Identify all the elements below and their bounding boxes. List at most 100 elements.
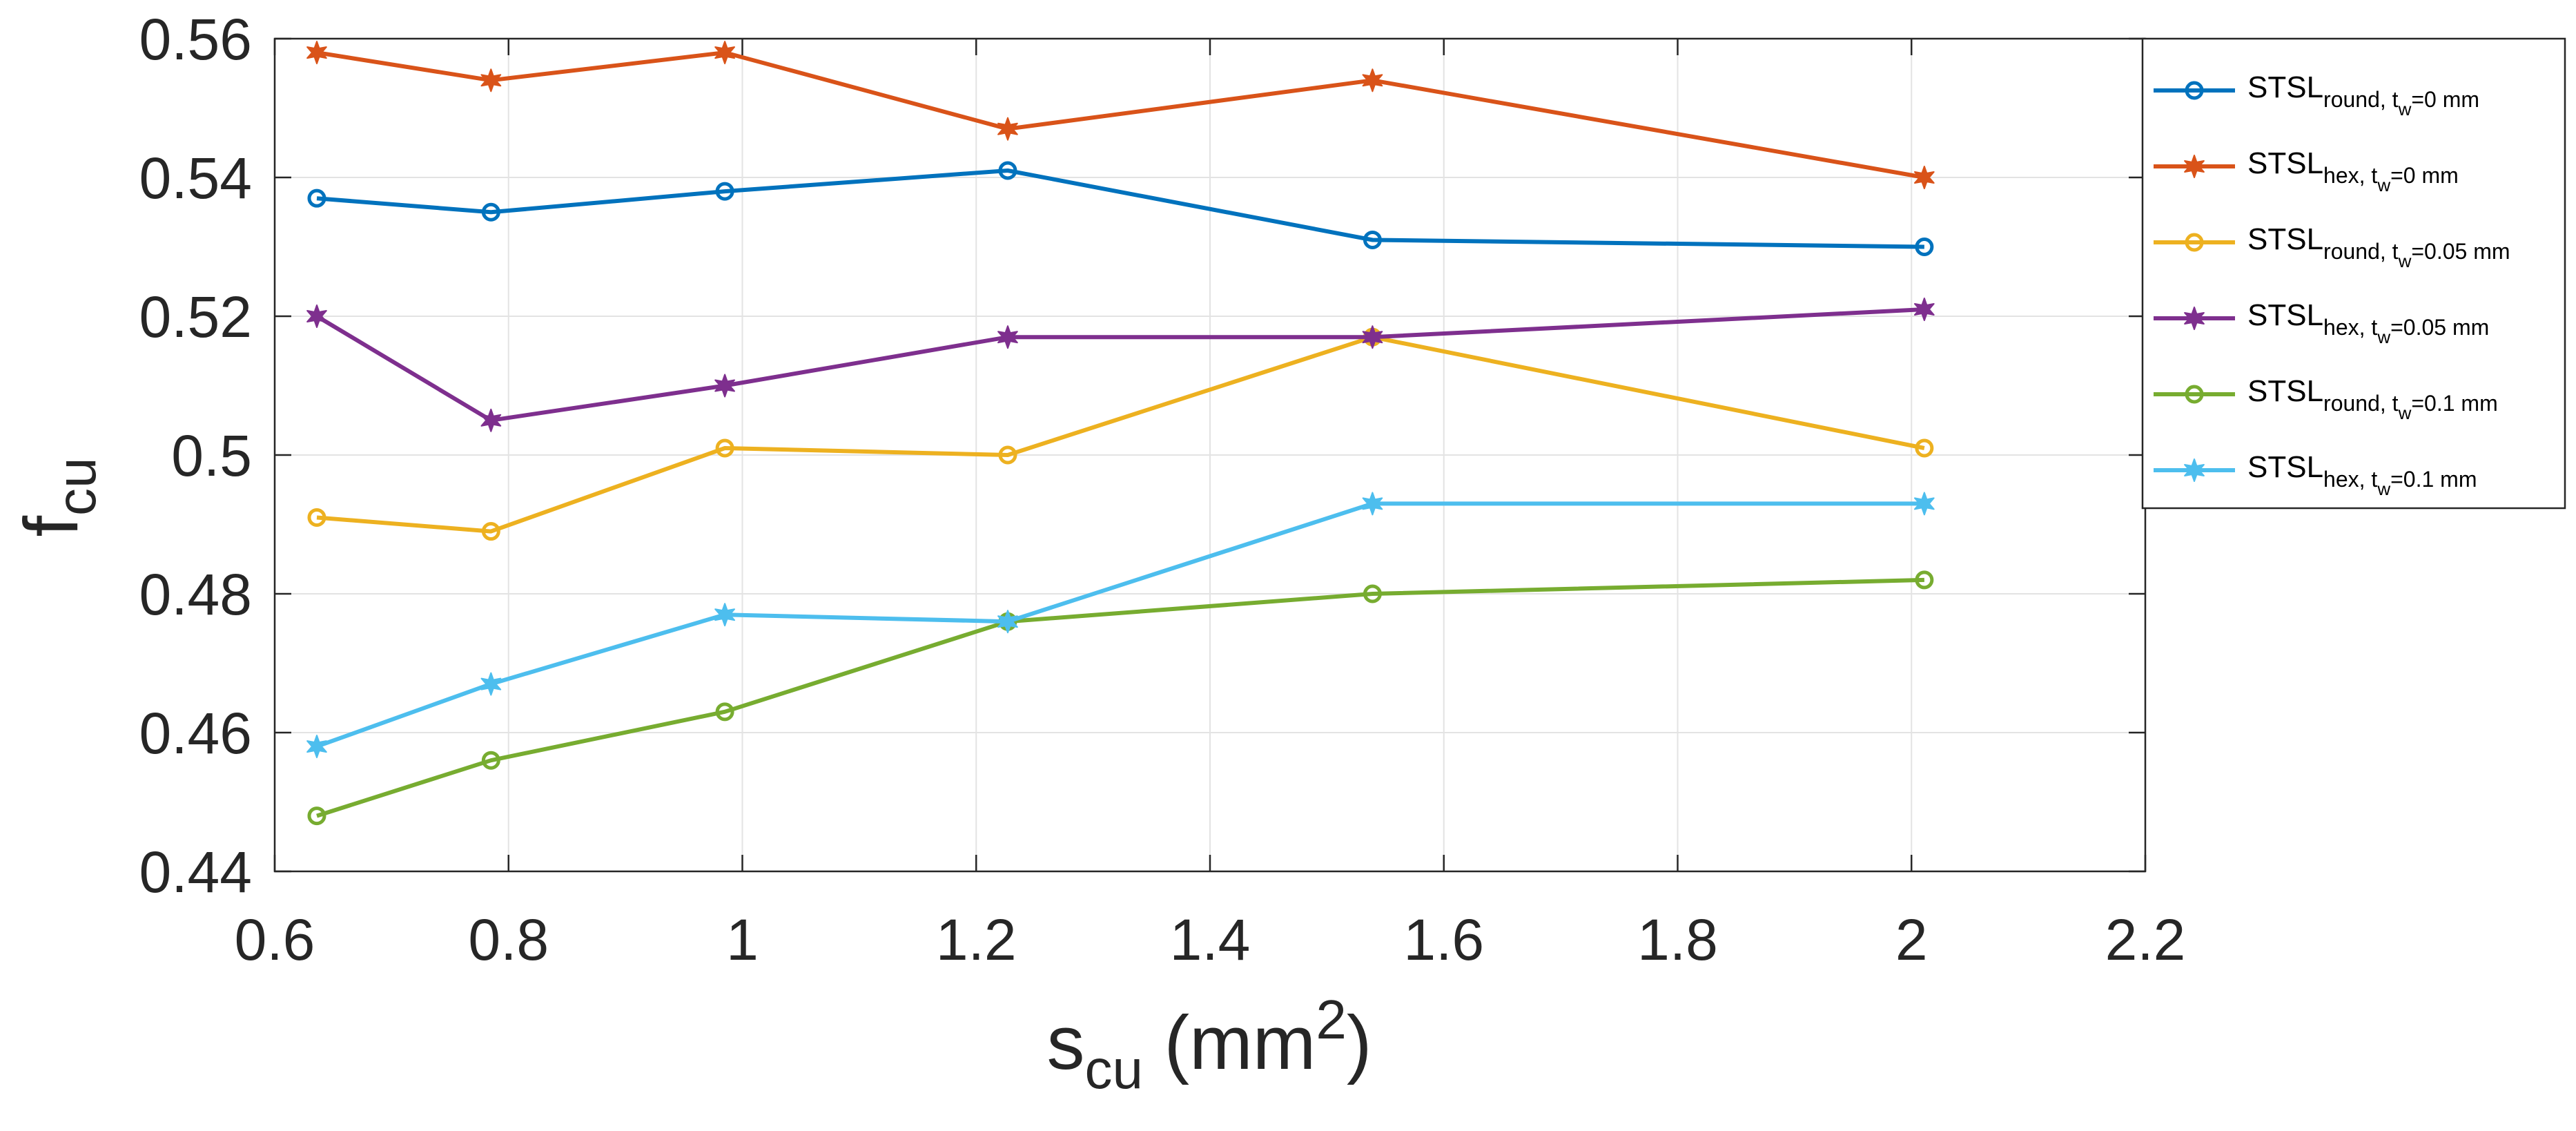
legend-label-tail: =0 mm	[2390, 163, 2459, 188]
data-point	[1362, 492, 1383, 516]
x-tick-label: 0.8	[468, 907, 549, 972]
data-point	[997, 325, 1018, 349]
data-point	[714, 603, 735, 627]
y-tick-label: 0.56	[139, 7, 253, 72]
series-line	[316, 577, 1924, 818]
y-tick-label: 0.52	[139, 284, 253, 349]
legend-swatch-marker	[2185, 385, 2204, 404]
data-point	[998, 161, 1017, 180]
legend-item-2: STSLhex, tw=0 mm	[2154, 146, 2459, 195]
legend-label: STSLhex, tw=0.05 mm	[2247, 298, 2489, 347]
legend-label: STSLround, tw=0 mm	[2247, 70, 2479, 119]
legend-label-tail: =0.1 mm	[2390, 467, 2477, 492]
legend-item-3: STSLround, tw=0.05 mm	[2154, 222, 2510, 271]
data-point	[714, 374, 735, 398]
series-line	[316, 335, 1925, 534]
y-tick-label: 0.44	[139, 840, 253, 905]
y-tick-label: 0.54	[139, 146, 253, 211]
legend-label-sub: round, t	[2323, 391, 2399, 416]
y-axis-title-base: f	[9, 516, 94, 537]
y-tick-label: 0.46	[139, 701, 253, 766]
legend-label-base: STSL	[2247, 374, 2323, 408]
legend-label-tail: =0.1 mm	[2411, 391, 2497, 416]
data-point	[1915, 238, 1934, 256]
series-line	[315, 307, 1925, 423]
x-tick-label: 2.2	[2105, 907, 2186, 972]
legend-label-subsub: w	[2377, 175, 2390, 195]
data-point	[1914, 492, 1935, 516]
data-point	[1362, 68, 1383, 93]
legend-swatch-marker	[2184, 155, 2205, 178]
legend-item-1: STSLround, tw=0 mm	[2154, 70, 2479, 119]
data-point	[998, 445, 1017, 465]
data-point	[714, 41, 735, 65]
data-point	[1915, 438, 1934, 458]
legend-label-tail: =0.05 mm	[2390, 315, 2489, 340]
series-2	[306, 41, 1935, 189]
data-point	[997, 117, 1018, 141]
legend-label: STSLhex, tw=0.1 mm	[2247, 450, 2477, 499]
legend-label: STSLround, tw=0.1 mm	[2247, 374, 2498, 423]
data-point	[480, 672, 502, 696]
legend-label-base: STSL	[2247, 298, 2323, 332]
legend-label-subsub: w	[2377, 327, 2390, 347]
data-point	[715, 182, 734, 201]
legend-label-tail: =0.05 mm	[2411, 239, 2510, 264]
series-layer	[306, 41, 1935, 826]
x-axis-title: scu (mm2)	[1046, 989, 1372, 1100]
legend-label-base: STSL	[2247, 146, 2323, 180]
legend-label-sub: round, t	[2323, 239, 2399, 264]
data-point	[1363, 230, 1382, 249]
ticks: 0.6 0.8 1 1.2 1.4 1.6 1.8 2 2.2 0.44 0.46 0.48 0.5 0.…	[139, 7, 2186, 972]
legend-label-sub: round, t	[2323, 87, 2399, 112]
x-tick-label: 1.4	[1170, 907, 1251, 972]
legend-item-4: STSLhex, tw=0.05 mm	[2154, 298, 2489, 347]
x-tick-label: 1.6	[1403, 907, 1484, 972]
legend-label-base: STSL	[2247, 70, 2323, 104]
legend-label-base: STSL	[2247, 222, 2323, 256]
series-1	[307, 161, 1934, 256]
legend-label-subsub: w	[2398, 403, 2412, 423]
legend-box	[2141, 37, 2566, 510]
legend-item-6: STSLhex, tw=0.1 mm	[2154, 450, 2477, 499]
data-point	[480, 68, 502, 93]
x-tick-label: 2	[1895, 907, 1928, 972]
data-point	[481, 751, 500, 770]
data-point	[715, 702, 734, 722]
data-point	[306, 41, 327, 65]
y-axis-title: fcu	[9, 457, 107, 536]
legend-item-5: STSLround, tw=0.1 mm	[2154, 374, 2498, 423]
series-6	[306, 492, 1935, 759]
legend-swatch-marker	[2185, 81, 2204, 100]
legend-label-subsub: w	[2398, 99, 2412, 119]
series-line	[316, 50, 1925, 180]
series-4	[306, 298, 1935, 432]
series-3	[307, 327, 1934, 541]
x-axis-title-sub: cu	[1084, 1038, 1143, 1100]
data-point	[1914, 166, 1935, 189]
legend-label-tail: =0 mm	[2411, 87, 2479, 112]
y-tick-label: 0.5	[171, 423, 252, 488]
data-point	[1914, 298, 1935, 321]
data-point	[307, 508, 326, 527]
data-point	[306, 304, 327, 328]
series-line	[315, 501, 1924, 748]
legend-label: STSLhex, tw=0 mm	[2247, 146, 2459, 195]
legend-label-sub: hex, t	[2323, 163, 2377, 188]
legend-label-subsub: w	[2377, 478, 2390, 499]
legend-label-base: STSL	[2247, 450, 2323, 484]
series-line	[316, 168, 1924, 249]
data-point	[307, 806, 326, 826]
x-axis-title-base: s	[1046, 1000, 1084, 1085]
x-tick-label: 1.8	[1637, 907, 1718, 972]
data-point	[1362, 325, 1383, 349]
legend-label: STSLround, tw=0.05 mm	[2247, 222, 2510, 271]
data-point	[1915, 570, 1934, 590]
data-point	[1363, 584, 1382, 603]
x-tick-label: 1	[726, 907, 759, 972]
legend-swatch-marker	[2184, 307, 2205, 330]
legend-label-sub: hex, t	[2323, 315, 2377, 340]
data-point	[715, 438, 734, 458]
